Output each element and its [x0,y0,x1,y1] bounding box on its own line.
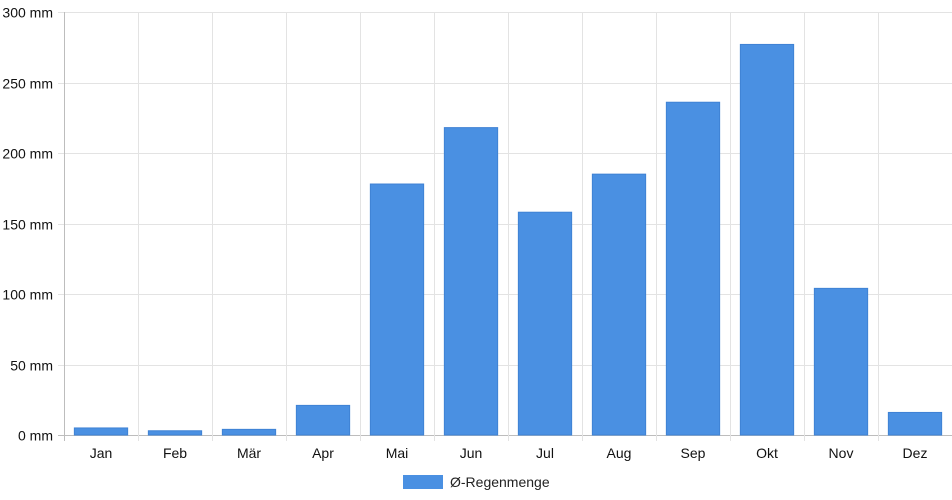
bar-Jun [443,127,499,436]
bar-Sep [665,101,721,436]
bar-Nov [813,287,869,436]
x-tick-label: Jul [536,445,554,461]
bar-Okt [739,43,795,436]
x-tick-label: Nov [829,445,854,461]
legend: Ø-Regenmenge [403,474,550,490]
axis-layer: 0 mm 50 mm 100 mm 150 mm 200 mm 250 mm 300 mm J… [2,5,927,462]
y-tick-label: 300 mm [2,5,53,21]
x-tick-label: Sep [681,445,706,461]
bar-Mär [221,428,277,436]
x-tick-label: Feb [163,445,187,461]
x-tick-label: Jan [90,445,113,461]
bars-layer [73,43,943,436]
y-tick-label: 150 mm [2,217,53,233]
legend-label: Ø-Regenmenge [450,474,550,490]
bar-Feb [147,430,203,436]
x-tick-label: Mai [386,445,409,461]
legend-swatch [403,475,443,489]
x-tick-label: Dez [903,445,928,461]
bar-Jan [73,427,129,436]
y-tick-label: 250 mm [2,76,53,92]
y-tick-label: 100 mm [2,287,53,303]
x-tick-label: Mär [237,445,261,461]
y-tick-label: 0 mm [18,428,53,444]
x-tick-label: Jun [460,445,483,461]
x-tick-label: Apr [312,445,334,461]
x-tick-label: Aug [607,445,632,461]
y-tick-label: 50 mm [10,358,53,374]
grid-layer [58,12,952,441]
bar-Apr [295,404,351,436]
y-tick-label: 200 mm [2,146,53,162]
bar-Aug [591,173,647,436]
bar-Jul [517,211,573,436]
bar-Mai [369,183,425,436]
x-tick-label: Okt [756,445,778,461]
bar-Dez [887,411,943,436]
